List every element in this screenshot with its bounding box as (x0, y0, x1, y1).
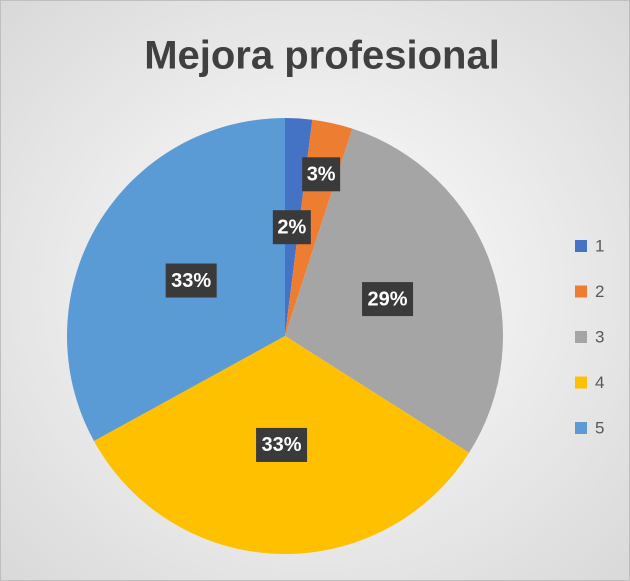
legend-label: 4 (595, 373, 604, 392)
legend-swatch (575, 331, 587, 343)
legend-swatch (575, 240, 587, 252)
data-label-box (362, 282, 414, 317)
data-label: 29% (368, 288, 408, 310)
legend-label: 2 (595, 282, 604, 301)
legend-label: 5 (595, 418, 604, 437)
data-label-box (272, 210, 311, 245)
chart-title: Mejora profesional (144, 34, 500, 78)
data-label-box (256, 427, 308, 462)
data-label: 33% (262, 434, 302, 456)
legend-label: 1 (595, 236, 604, 255)
data-label-box (165, 263, 217, 298)
legend-swatch (575, 376, 587, 389)
legend-label: 3 (595, 327, 604, 346)
legend-swatch (575, 422, 587, 434)
data-label: 3% (307, 164, 336, 186)
data-label: 33% (171, 270, 211, 292)
data-label: 2% (277, 216, 306, 238)
legend-swatch (575, 285, 587, 298)
data-label-box (302, 157, 341, 192)
